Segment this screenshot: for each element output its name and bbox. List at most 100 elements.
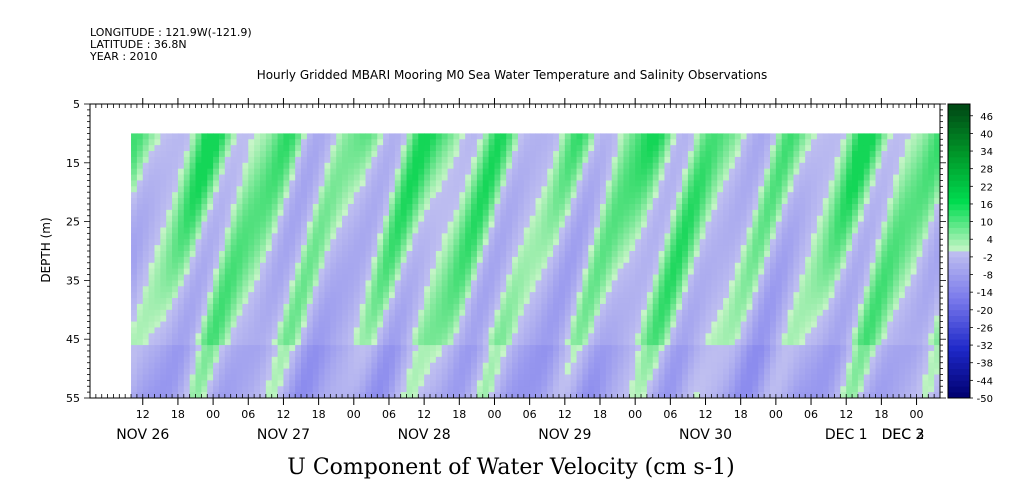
- heatmap-cell: [746, 156, 753, 164]
- heatmap-cell: [189, 221, 197, 228]
- heatmap-cell: [353, 292, 361, 299]
- heatmap-cell: [394, 380, 402, 387]
- heatmap-cell: [500, 256, 507, 264]
- heatmap-cell: [148, 203, 155, 211]
- heatmap-cell: [453, 256, 460, 264]
- heatmap-cell: [693, 280, 701, 287]
- heatmap-cell: [652, 180, 660, 187]
- heatmap-cell: [775, 368, 783, 375]
- heatmap-cell: [641, 139, 648, 146]
- heatmap-cell: [289, 327, 296, 334]
- heatmap-cell: [465, 392, 472, 399]
- heatmap-cell: [482, 162, 490, 170]
- heatmap-cell: [195, 221, 202, 228]
- heatmap-cell: [359, 374, 367, 381]
- heatmap-cell: [693, 227, 701, 234]
- heatmap-cell: [265, 209, 273, 217]
- heatmap-cell: [377, 180, 384, 187]
- heatmap-cell: [160, 209, 167, 217]
- heatmap-cell: [752, 192, 759, 199]
- heatmap-cell: [254, 156, 261, 164]
- heatmap-cell: [435, 345, 443, 352]
- heatmap-cell: [306, 256, 314, 264]
- heatmap-cell: [260, 162, 267, 170]
- heatmap-cell: [623, 186, 630, 193]
- heatmap-cell: [617, 233, 624, 240]
- heatmap-cell: [717, 245, 724, 252]
- heatmap-cell: [576, 156, 583, 164]
- heatmap-cell: [482, 139, 490, 146]
- heatmap-cell: [553, 180, 560, 187]
- heatmap-cell: [564, 256, 572, 264]
- heatmap-cell: [682, 350, 689, 358]
- heatmap-cell: [201, 292, 208, 299]
- heatmap-cell: [605, 245, 613, 252]
- heatmap-cell: [699, 245, 707, 252]
- heatmap-cell: [453, 386, 460, 393]
- heatmap-cell: [330, 221, 337, 228]
- heatmap-cell: [189, 298, 197, 305]
- heatmap-cell: [400, 186, 408, 193]
- heatmap-cell: [775, 298, 783, 305]
- heatmap-cell: [658, 298, 665, 305]
- heatmap-cell: [570, 321, 578, 328]
- heatmap-cell: [254, 386, 261, 393]
- heatmap-cell: [682, 356, 689, 364]
- heatmap-cell: [699, 256, 707, 264]
- heatmap-cell: [617, 298, 624, 305]
- heatmap-cell: [682, 174, 689, 181]
- heatmap-cell: [482, 268, 490, 276]
- heatmap-cell: [523, 368, 531, 375]
- heatmap-cell: [682, 251, 689, 258]
- heatmap-cell: [664, 151, 671, 158]
- heatmap-cell: [271, 145, 279, 152]
- heatmap-cell: [512, 145, 519, 152]
- heatmap-cell: [658, 133, 665, 140]
- heatmap-cell: [289, 245, 296, 252]
- heatmap-cell: [342, 198, 349, 205]
- heatmap-cell: [529, 133, 537, 140]
- heatmap-cell: [154, 362, 161, 370]
- heatmap-cell: [553, 274, 560, 281]
- heatmap-cell: [576, 262, 583, 270]
- heatmap-cell: [430, 315, 437, 323]
- heatmap-cell: [383, 133, 390, 140]
- heatmap-cell: [301, 168, 308, 176]
- heatmap-cell: [359, 280, 367, 287]
- heatmap-cell: [424, 133, 431, 140]
- heatmap-cell: [365, 174, 372, 181]
- heatmap-cell: [283, 139, 290, 146]
- heatmap-cell: [705, 274, 712, 281]
- heatmap-cell: [406, 162, 413, 170]
- heatmap-cell: [693, 262, 701, 270]
- heatmap-cell: [775, 133, 783, 140]
- heatmap-cell: [242, 168, 249, 176]
- heatmap-cell: [494, 162, 501, 170]
- heatmap-cell: [271, 162, 279, 170]
- heatmap-cell: [406, 286, 413, 293]
- heatmap-cell: [752, 145, 759, 152]
- heatmap-cell: [312, 209, 320, 217]
- heatmap-cell: [576, 215, 583, 223]
- heatmap-cell: [512, 309, 519, 317]
- heatmap-cell: [148, 380, 155, 387]
- heatmap-cell: [465, 145, 472, 152]
- heatmap-cell: [517, 221, 525, 228]
- heatmap-cell: [418, 139, 425, 146]
- heatmap-cell: [517, 350, 525, 358]
- heatmap-cell: [236, 309, 243, 317]
- heatmap-cell: [312, 368, 320, 375]
- heatmap-cell: [277, 333, 284, 340]
- heatmap-cell: [758, 145, 765, 152]
- heatmap-cell: [594, 356, 601, 364]
- heatmap-cell: [664, 303, 671, 311]
- heatmap-cell: [693, 333, 701, 340]
- heatmap-cell: [236, 139, 243, 146]
- heatmap-cell: [488, 151, 495, 158]
- heatmap-cell: [418, 280, 425, 287]
- heatmap-cell: [342, 215, 349, 223]
- heatmap-cell: [500, 209, 507, 217]
- heatmap-cell: [523, 251, 531, 258]
- heatmap-cell: [723, 274, 730, 281]
